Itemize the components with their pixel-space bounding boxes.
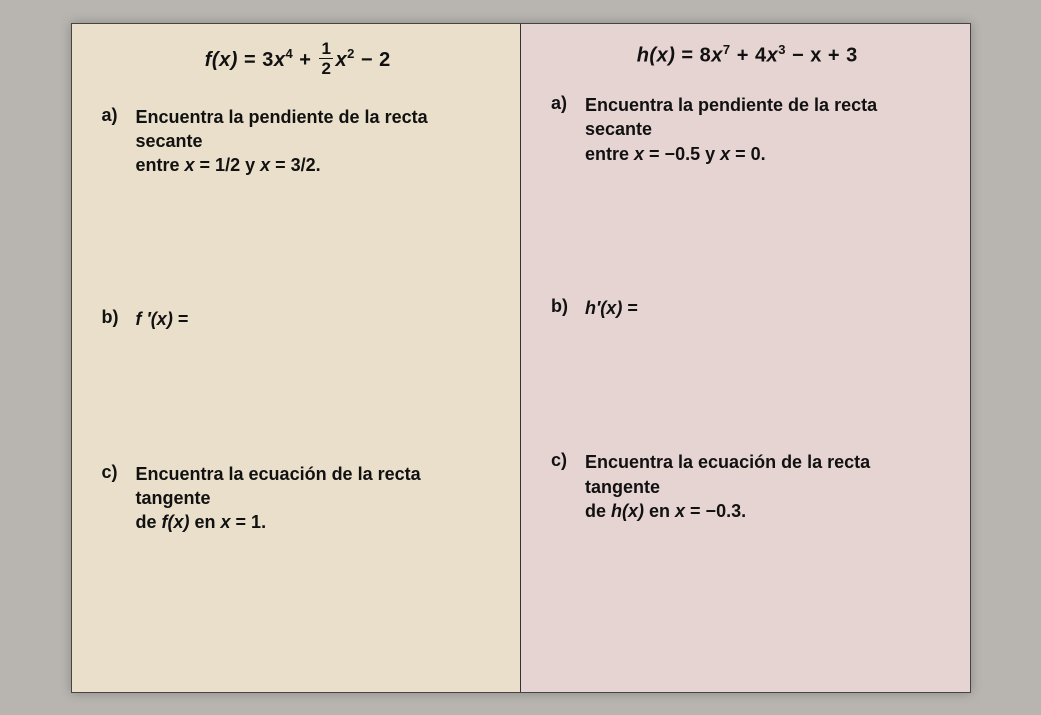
right-item-c: c) Encuentra la ecuación de la recta tan… [551, 450, 944, 523]
t: en [190, 512, 221, 532]
x-var: x [767, 44, 779, 66]
right-c-line2: de h(x) en x = −0.3. [585, 499, 944, 523]
right-item-b: b) h′(x) = [551, 296, 944, 320]
f-lhs: f(x) [205, 48, 238, 70]
t: = −0.3. [685, 501, 746, 521]
f-exp1: 4 [285, 46, 293, 61]
x-var: x [675, 501, 685, 521]
right-c-text: Encuentra la ecuación de la recta tangen… [585, 450, 944, 523]
function-f-definition: f(x) = 3x4 + 1 2 x2 − 2 [102, 42, 495, 79]
fraction-half: 1 2 [319, 40, 333, 77]
equals-text: = [681, 44, 699, 66]
right-a-text: Encuentra la pendiente de la recta secan… [585, 93, 944, 166]
eq: = [622, 298, 638, 318]
x-var: x [260, 155, 270, 175]
h-lhs: h(x) [637, 44, 676, 66]
hx: h(x) [611, 501, 644, 521]
h-coef2: 4 [755, 44, 767, 66]
t: entre [585, 144, 634, 164]
x-var: x [221, 512, 231, 532]
plus-text: + [737, 44, 755, 66]
marker-a: a) [551, 93, 571, 166]
t: = 0. [730, 144, 766, 164]
function-h-definition: h(x) = 8x7 + 4x3 − x + 3 [551, 42, 944, 68]
right-a-line2: entre x = −0.5 y x = 0. [585, 142, 944, 166]
f-exp2: 2 [347, 46, 355, 61]
left-item-c: c) Encuentra la ecuación de la recta tan… [102, 462, 495, 535]
x-var: x [274, 48, 286, 70]
equals-text: = [244, 48, 262, 70]
right-a-line1: Encuentra la pendiente de la recta secan… [585, 93, 944, 142]
marker-b: b) [102, 307, 122, 331]
marker-c: c) [551, 450, 571, 523]
right-column: h(x) = 8x7 + 4x3 − x + 3 a) Encuentra la… [521, 24, 970, 692]
fprime: f ′(x) [136, 309, 173, 329]
t: = 1/2 y [195, 155, 261, 175]
marker-c: c) [102, 462, 122, 535]
t: en [644, 501, 675, 521]
left-c-line2: de f(x) en x = 1. [136, 510, 495, 534]
t: de [136, 512, 162, 532]
h-exp2: 3 [778, 42, 786, 57]
t: = 1. [231, 512, 267, 532]
marker-a: a) [102, 105, 122, 178]
h-tail: − x + 3 [792, 44, 858, 66]
t: = −0.5 y [644, 144, 720, 164]
f-tail: − 2 [361, 48, 391, 70]
f-coef1: 3 [262, 48, 274, 70]
left-item-b: b) f ′(x) = [102, 307, 495, 331]
worksheet: f(x) = 3x4 + 1 2 x2 − 2 a) Encuentra la … [71, 23, 971, 693]
left-a-text: Encuentra la pendiente de la recta secan… [136, 105, 495, 178]
x-var: x [335, 48, 347, 70]
marker-b: b) [551, 296, 571, 320]
t: entre [136, 155, 185, 175]
right-item-a: a) Encuentra la pendiente de la recta se… [551, 93, 944, 166]
plus-text: + [299, 48, 317, 70]
left-a-line2: entre x = 1/2 y x = 3/2. [136, 153, 495, 177]
h-exp1: 7 [723, 42, 731, 57]
hprime: h′(x) [585, 298, 622, 318]
left-b-text: f ′(x) = [136, 307, 189, 331]
x-var: x [720, 144, 730, 164]
left-a-line1: Encuentra la pendiente de la recta secan… [136, 105, 495, 154]
eq: = [173, 309, 189, 329]
left-c-line1: Encuentra la ecuación de la recta tangen… [136, 462, 495, 511]
right-c-line1: Encuentra la ecuación de la recta tangen… [585, 450, 944, 499]
t: = 3/2. [270, 155, 321, 175]
fx: f(x) [162, 512, 190, 532]
x-var: x [711, 44, 723, 66]
frac-den: 2 [319, 59, 333, 77]
left-column: f(x) = 3x4 + 1 2 x2 − 2 a) Encuentra la … [72, 24, 522, 692]
t: de [585, 501, 611, 521]
x-var: x [185, 155, 195, 175]
right-b-text: h′(x) = [585, 296, 638, 320]
h-coef1: 8 [700, 44, 712, 66]
x-var: x [634, 144, 644, 164]
left-c-text: Encuentra la ecuación de la recta tangen… [136, 462, 495, 535]
left-item-a: a) Encuentra la pendiente de la recta se… [102, 105, 495, 178]
frac-num: 1 [319, 40, 333, 59]
